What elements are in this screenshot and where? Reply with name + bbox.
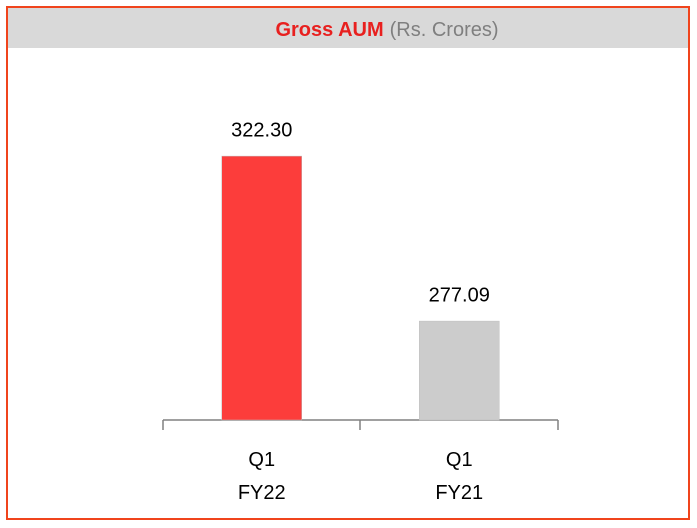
- x-tick-label: Q1 FY22: [237, 449, 286, 504]
- bar: [419, 320, 500, 421]
- title-unit: (Rs. Crores): [390, 19, 499, 41]
- frame: [6, 6, 690, 520]
- value-label: 277.09: [429, 284, 490, 306]
- bar: [221, 155, 302, 421]
- x-tick-label: Q1 FY21: [435, 449, 484, 504]
- title: Gross AUM (Rs. Crores): [275, 19, 498, 41]
- value-label: 322.30: [231, 119, 292, 141]
- title-band: [8, 8, 688, 48]
- title-main: Gross AUM: [275, 19, 383, 41]
